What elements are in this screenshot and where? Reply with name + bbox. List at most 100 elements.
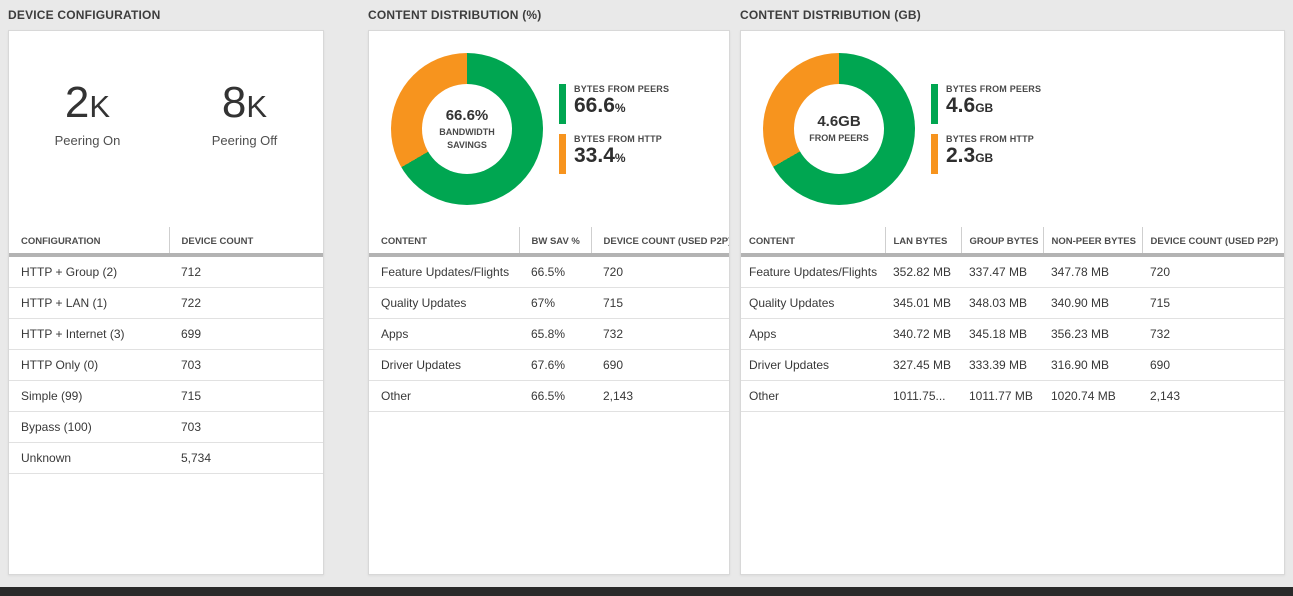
- column-header-lan-bytes[interactable]: LAN BYTES: [884, 227, 961, 257]
- cell-configuration: HTTP + LAN (1): [9, 287, 169, 319]
- bottom-bar: [0, 587, 1293, 596]
- cell-non-peer-bytes: 340.90 MB: [1043, 287, 1142, 319]
- panel-content-distribution-gb: CONTENT DISTRIBUTION (GB) 4.6GB FROM PEE…: [740, 8, 1285, 575]
- stat-peering-on[interactable]: 2K Peering On: [9, 81, 166, 227]
- column-header-content[interactable]: CONTENT: [741, 227, 885, 257]
- table-header: CONFIGURATION DEVICE COUNT: [9, 227, 323, 257]
- peering-off-unit: K: [246, 89, 268, 124]
- column-header-configuration[interactable]: CONFIGURATION: [9, 227, 169, 257]
- cell-device-count: 732: [591, 318, 729, 350]
- cell-content: Driver Updates: [369, 349, 519, 381]
- cell-device-count: 715: [1142, 287, 1284, 319]
- table-row[interactable]: Feature Updates/Flights 352.82 MB 337.47…: [741, 255, 1284, 288]
- table-row[interactable]: Driver Updates 327.45 MB 333.39 MB 316.9…: [741, 349, 1284, 381]
- cell-group-bytes: 1011.77 MB: [961, 380, 1043, 412]
- cell-device-count: 5,734: [169, 442, 323, 474]
- peering-on-value: 2K: [64, 78, 111, 127]
- device-configuration-card: 2K Peering On 8K Peering Off CONFIGURATI…: [8, 30, 324, 575]
- cell-device-count: 732: [1142, 318, 1284, 350]
- cell-configuration: HTTP Only (0): [9, 349, 169, 381]
- peering-stats: 2K Peering On 8K Peering Off: [9, 31, 323, 227]
- cell-configuration: HTTP + Internet (3): [9, 318, 169, 350]
- table-row[interactable]: Apps 340.72 MB 345.18 MB 356.23 MB 732: [741, 318, 1284, 350]
- cell-lan-bytes: 1011.75...: [885, 380, 961, 412]
- cell-bw-sav: 67.6%: [519, 349, 591, 381]
- legend-bytes-from-http: BYTES FROM HTTP 33.4%: [559, 134, 669, 174]
- legend-label: BYTES FROM HTTP: [574, 134, 662, 144]
- table-row[interactable]: Bypass (100) 703: [9, 411, 323, 443]
- cell-bw-sav: 66.5%: [519, 380, 591, 412]
- column-header-bw-sav[interactable]: BW SAV %: [518, 227, 591, 257]
- cell-device-count: 699: [169, 318, 323, 350]
- cell-content: Feature Updates/Flights: [741, 255, 885, 288]
- table-row[interactable]: Quality Updates 345.01 MB 348.03 MB 340.…: [741, 287, 1284, 319]
- column-header-non-peer-bytes[interactable]: NON-PEER BYTES: [1042, 227, 1142, 257]
- panel-title-device-configuration: DEVICE CONFIGURATION: [8, 8, 161, 22]
- cell-bw-sav: 67%: [519, 287, 591, 319]
- table-row[interactable]: Apps 65.8% 732: [369, 318, 729, 350]
- peering-off-label: Peering Off: [211, 133, 278, 148]
- table-header: CONTENT BW SAV % DEVICE COUNT (USED P2P): [369, 227, 729, 257]
- donut-center-value: 66.6%: [445, 107, 489, 125]
- cell-content: Driver Updates: [741, 349, 885, 381]
- table-row[interactable]: Simple (99) 715: [9, 380, 323, 412]
- cell-configuration: HTTP + Group (2): [9, 255, 169, 288]
- cell-group-bytes: 348.03 MB: [961, 287, 1043, 319]
- cell-non-peer-bytes: 356.23 MB: [1043, 318, 1142, 350]
- legend-color-bar-peers: [559, 84, 566, 124]
- column-header-device-count-p2p[interactable]: DEVICE COUNT (USED P2P): [1141, 227, 1284, 257]
- peering-on-label: Peering On: [54, 133, 121, 148]
- table-row[interactable]: Other 66.5% 2,143: [369, 380, 729, 412]
- cell-device-count: 703: [169, 411, 323, 443]
- cell-device-count: 2,143: [1142, 380, 1284, 412]
- table-row[interactable]: HTTP + Internet (3) 699: [9, 318, 323, 350]
- content-distribution-pct-card: 66.6% BANDWIDTH SAVINGS BYTES FROM PEERS…: [368, 30, 730, 575]
- legend-bytes-from-http: BYTES FROM HTTP 2.3GB: [931, 134, 1041, 174]
- cell-device-count: 720: [1142, 255, 1284, 288]
- table-row[interactable]: Unknown 5,734: [9, 442, 323, 474]
- legend-value: 33.4%: [574, 144, 626, 167]
- cell-lan-bytes: 345.01 MB: [885, 287, 961, 319]
- column-header-group-bytes[interactable]: GROUP BYTES: [960, 227, 1043, 257]
- cell-content: Feature Updates/Flights: [369, 255, 519, 288]
- cell-configuration: Simple (99): [9, 380, 169, 412]
- legend-color-bar-peers: [931, 84, 938, 124]
- legend-label: BYTES FROM PEERS: [946, 84, 1042, 94]
- legend-bytes-from-peers: BYTES FROM PEERS 66.6%: [559, 84, 669, 124]
- content-distribution-gb-card: 4.6GB FROM PEERS BYTES FROM PEERS 4.6GB …: [740, 30, 1285, 575]
- bytes-from-peers-donut-chart[interactable]: 4.6GB FROM PEERS: [763, 53, 915, 205]
- table-row[interactable]: Feature Updates/Flights 66.5% 720: [369, 255, 729, 288]
- table-row[interactable]: Other 1011.75... 1011.77 MB 1020.74 MB 2…: [741, 380, 1284, 412]
- table-row[interactable]: HTTP + LAN (1) 722: [9, 287, 323, 319]
- column-header-device-count-p2p[interactable]: DEVICE COUNT (USED P2P): [590, 227, 729, 257]
- table-header: CONTENT LAN BYTES GROUP BYTES NON-PEER B…: [741, 227, 1284, 257]
- stat-peering-off[interactable]: 8K Peering Off: [166, 81, 323, 227]
- cell-device-count: 715: [591, 287, 729, 319]
- cell-content: Other: [369, 380, 519, 412]
- cell-lan-bytes: 352.82 MB: [885, 255, 961, 288]
- chart-legend: BYTES FROM PEERS 66.6% BYTES FROM HTTP 3…: [559, 84, 669, 174]
- cell-device-count: 690: [1142, 349, 1284, 381]
- legend-color-bar-http: [559, 134, 566, 174]
- legend-label: BYTES FROM HTTP: [946, 134, 1034, 144]
- legend-value: 4.6GB: [946, 94, 994, 117]
- cell-device-count: 722: [169, 287, 323, 319]
- table-row[interactable]: HTTP + Group (2) 712: [9, 255, 323, 288]
- table-row[interactable]: Quality Updates 67% 715: [369, 287, 729, 319]
- panel-device-configuration: DEVICE CONFIGURATION 2K Peering On 8K Pe…: [8, 8, 324, 575]
- column-header-content[interactable]: CONTENT: [369, 227, 519, 257]
- cell-content: Other: [741, 380, 885, 412]
- cell-content: Apps: [369, 318, 519, 350]
- bandwidth-savings-donut-chart[interactable]: 66.6% BANDWIDTH SAVINGS: [391, 53, 543, 205]
- peering-on-unit: K: [89, 89, 111, 124]
- cell-configuration: Unknown: [9, 442, 169, 474]
- table-row[interactable]: HTTP Only (0) 703: [9, 349, 323, 381]
- panel-title-content-distribution-gb: CONTENT DISTRIBUTION (GB): [740, 8, 921, 22]
- cell-configuration: Bypass (100): [9, 411, 169, 443]
- column-header-device-count[interactable]: DEVICE COUNT: [168, 227, 323, 257]
- cell-bw-sav: 66.5%: [519, 255, 591, 288]
- content-distribution-pct-table: CONTENT BW SAV % DEVICE COUNT (USED P2P)…: [369, 227, 729, 412]
- legend-value: 2.3GB: [946, 144, 994, 167]
- table-row[interactable]: Driver Updates 67.6% 690: [369, 349, 729, 381]
- cell-device-count: 690: [591, 349, 729, 381]
